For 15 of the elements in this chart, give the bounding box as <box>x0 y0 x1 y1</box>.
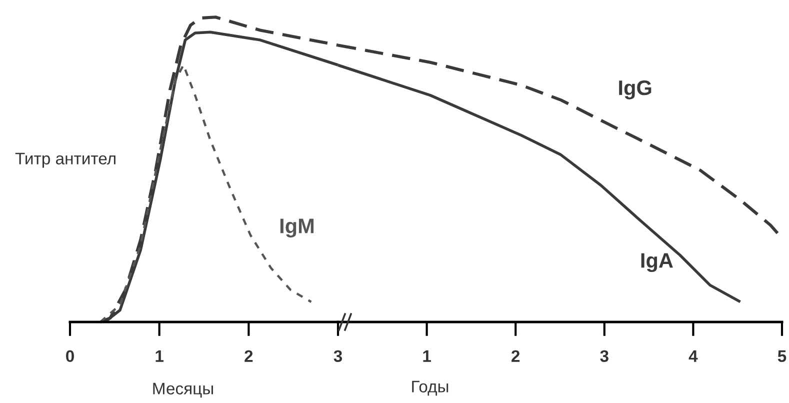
x-tick-label: 1 <box>156 350 164 362</box>
x-axis-title: Месяцы <box>153 382 213 398</box>
x-tick-label: 5 <box>778 350 786 362</box>
series-label: IgA <box>641 253 673 272</box>
x-tick-label: 1 <box>423 350 431 362</box>
x-axis-title: Годы <box>412 380 448 396</box>
x-tick-label: 3 <box>334 350 342 362</box>
x-tick-label: 0 <box>66 350 74 362</box>
y-axis-title: Титр антител <box>15 152 116 168</box>
x-tick-label: 3 <box>600 350 608 362</box>
x-tick-label: 2 <box>512 350 520 362</box>
x-tick-label: 2 <box>244 350 253 362</box>
x-tick-label: 4 <box>688 350 698 362</box>
series-label: IgM <box>280 218 314 238</box>
series-label: IgG <box>619 80 652 100</box>
